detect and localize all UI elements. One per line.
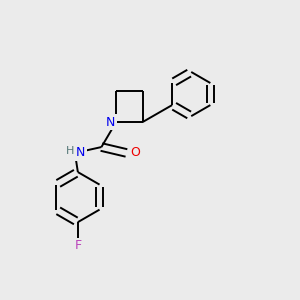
Text: N: N bbox=[106, 116, 116, 128]
Text: O: O bbox=[130, 146, 140, 159]
Text: F: F bbox=[74, 239, 81, 252]
Text: N: N bbox=[76, 146, 85, 159]
Text: H: H bbox=[65, 146, 74, 156]
